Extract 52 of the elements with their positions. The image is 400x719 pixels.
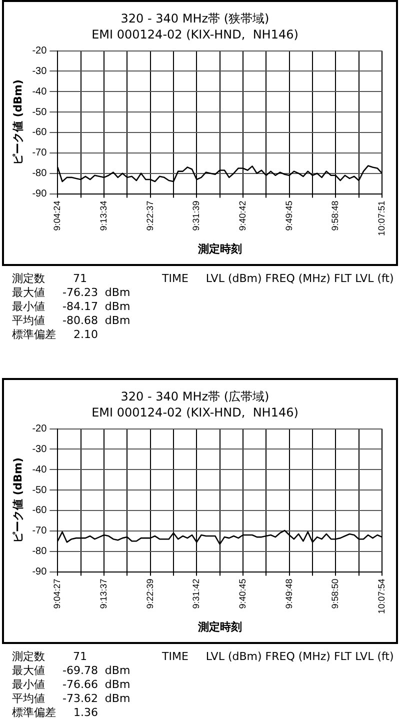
chart-subtitle: EMI 000124-02 (KIX-HND, NH146) (92, 406, 298, 420)
text: TIME LVL (dBm) FREQ (MHz) FLT LVL (ft) (162, 650, 394, 664)
text: 標準偏差 1.36 (12, 706, 99, 719)
x-tick-label: 10:07:54 (376, 578, 386, 614)
x-tick-label: 9:40:42 (237, 200, 248, 231)
x-tick-label: 9:31:42 (191, 578, 202, 609)
x-tick-label: 9:13:34 (98, 200, 108, 231)
y-tick-label: -50 (32, 106, 48, 118)
text: 測定数 71 (12, 272, 88, 286)
x-tick-label: 9:49:45 (284, 200, 294, 231)
y-tick-label: -90 (32, 188, 48, 200)
y-tick-label: -90 (32, 566, 48, 578)
text: 測定数 71 (12, 650, 88, 664)
y-tick-label: -40 (32, 464, 48, 476)
y-axis-title: ピーク値 (dBm) (11, 457, 24, 544)
y-tick-label: -30 (32, 66, 48, 77)
x-tick-label: 9:04:27 (52, 578, 62, 609)
text: 平均値 -80.68 dBm (12, 314, 132, 328)
y-tick-label: -60 (32, 127, 48, 138)
y-tick-label: -80 (32, 168, 48, 180)
text: TIME LVL (dBm) FREQ (MHz) FLT LVL (ft) (162, 272, 394, 286)
y-tick-label: -30 (32, 444, 48, 455)
x-axis-title: 測定時刻 (196, 242, 242, 256)
x-tick-label: 9:04:24 (52, 200, 62, 231)
x-tick-label: 9:58:48 (330, 200, 340, 231)
text: 最小値 -76.66 dBm (12, 678, 132, 692)
x-tick-label: 10:07:51 (376, 200, 386, 236)
chart-title: 320 - 340 MHz帯 (広帯域) (120, 389, 270, 404)
x-tick-label: 9:49:48 (284, 578, 294, 609)
chart-subtitle: EMI 000124-02 (KIX-HND, NH146) (92, 28, 298, 42)
y-tick-label: -70 (32, 526, 48, 537)
y-tick-label: -70 (32, 148, 48, 159)
text: 標準偏差 2.10 (12, 328, 99, 342)
x-tick-label: 9:22:39 (144, 578, 155, 609)
y-tick-label: -20 (32, 424, 48, 435)
text: 最小値 -84.17 dBm (12, 300, 132, 314)
y-tick-label: -60 (32, 505, 48, 516)
y-tick-label: -80 (32, 546, 48, 558)
x-tick-label: 9:31:39 (191, 200, 202, 231)
x-tick-label: 9:58:50 (330, 578, 340, 609)
y-tick-label: -50 (32, 484, 48, 496)
x-tick-label: 9:22:37 (144, 200, 155, 231)
text: 最大値 -76.23 dBm (12, 286, 132, 300)
text: 平均値 -73.62 dBm (12, 692, 132, 706)
x-tick-label: 9:13:37 (98, 578, 108, 609)
y-axis-title: ピーク値 (dBm) (11, 79, 24, 166)
y-tick-label: -20 (32, 46, 48, 57)
x-axis-title: 測定時刻 (196, 620, 242, 634)
chart-title: 320 - 340 MHz帯 (狭帯域) (120, 11, 270, 26)
text: 最大値 -69.78 dBm (12, 664, 132, 678)
y-tick-label: -40 (32, 86, 48, 98)
x-tick-label: 9:40:45 (237, 578, 248, 609)
